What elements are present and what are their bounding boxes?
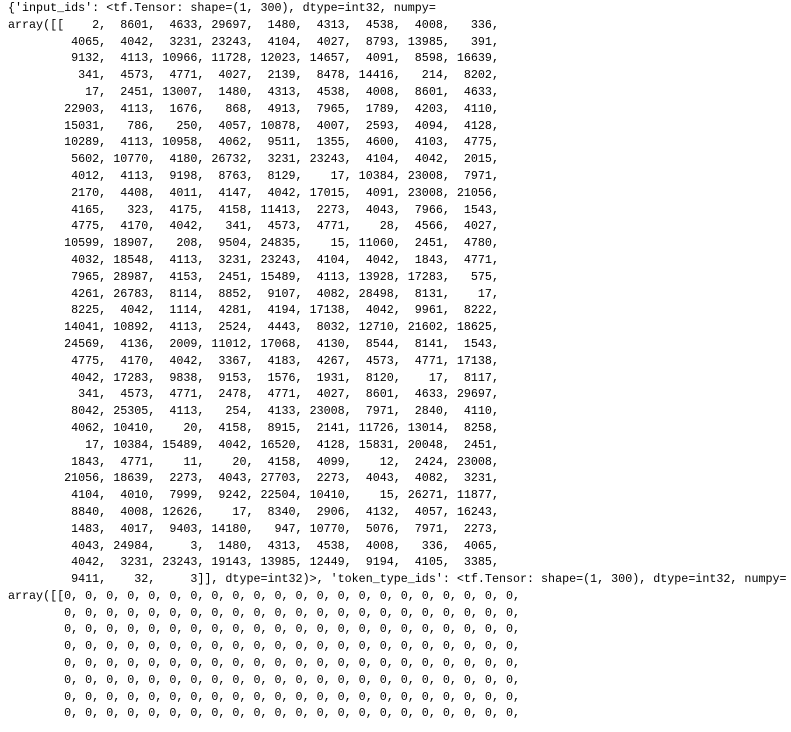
output-line: 1843, 4771, 11, 20, 4158, 4099, 12, 2424… (8, 454, 499, 469)
output-line: 341, 4573, 4771, 2478, 4771, 4027, 8601,… (8, 387, 499, 402)
output-line: 24569, 4136, 2009, 11012, 17068, 4130, 8… (8, 336, 499, 351)
output-line: 4042, 17283, 9838, 9153, 1576, 1931, 812… (8, 370, 499, 385)
output-line: 21056, 18639, 2273, 4043, 27703, 2273, 4… (8, 471, 499, 486)
output-line: 8840, 4008, 12626, 17, 8340, 2906, 4132,… (8, 504, 499, 519)
output-line: 7965, 28987, 4153, 2451, 15489, 4113, 13… (8, 269, 499, 284)
output-line: 0, 0, 0, 0, 0, 0, 0, 0, 0, 0, 0, 0, 0, 0… (8, 639, 520, 654)
output-line: array([[ 2, 8601, 4633, 29697, 1480, 431… (8, 17, 499, 32)
output-line: 4032, 18548, 4113, 3231, 23243, 4104, 40… (8, 252, 499, 267)
output-line: 1483, 4017, 9403, 14180, 947, 10770, 507… (8, 521, 499, 536)
output-line: 4104, 4010, 7999, 9242, 22504, 10410, 15… (8, 488, 499, 503)
output-line: 0, 0, 0, 0, 0, 0, 0, 0, 0, 0, 0, 0, 0, 0… (8, 622, 520, 637)
output-line: 17, 10384, 15489, 4042, 16520, 4128, 158… (8, 437, 499, 452)
output-line: {'input_ids': <tf.Tensor: shape=(1, 300)… (8, 1, 436, 15)
output-line: 4012, 4113, 9198, 8763, 8129, 17, 10384,… (8, 168, 499, 183)
output-line: 4065, 4042, 3231, 23243, 4104, 4027, 879… (8, 34, 499, 49)
output-line: 10289, 4113, 10958, 4062, 9511, 1355, 46… (8, 135, 499, 150)
output-line: 4775, 4170, 4042, 341, 4573, 4771, 28, 4… (8, 219, 499, 234)
output-line: 14041, 10892, 4113, 2524, 4443, 8032, 12… (8, 320, 499, 335)
output-line: 15031, 786, 250, 4057, 10878, 4007, 2593… (8, 118, 499, 133)
output-line: 341, 4573, 4771, 4027, 2139, 8478, 14416… (8, 68, 499, 83)
output-line: 4042, 3231, 23243, 19143, 13985, 12449, … (8, 555, 499, 570)
output-line: 17, 2451, 13007, 1480, 4313, 4538, 4008,… (8, 84, 499, 99)
output-line: 0, 0, 0, 0, 0, 0, 0, 0, 0, 0, 0, 0, 0, 0… (8, 656, 520, 671)
output-line: 4261, 26783, 8114, 8852, 9107, 4082, 284… (8, 286, 499, 301)
output-line: 9132, 4113, 10966, 11728, 12023, 14657, … (8, 51, 499, 66)
output-line: 8042, 25305, 4113, 254, 4133, 23008, 797… (8, 404, 499, 419)
output-line: 0, 0, 0, 0, 0, 0, 0, 0, 0, 0, 0, 0, 0, 0… (8, 689, 520, 704)
output-line: 0, 0, 0, 0, 0, 0, 0, 0, 0, 0, 0, 0, 0, 0… (8, 672, 520, 687)
output-line: 0, 0, 0, 0, 0, 0, 0, 0, 0, 0, 0, 0, 0, 0… (8, 706, 520, 721)
output-line: array([[0, 0, 0, 0, 0, 0, 0, 0, 0, 0, 0,… (8, 588, 520, 603)
output-line: 4062, 10410, 20, 4158, 8915, 2141, 11726… (8, 420, 499, 435)
output-line: 10599, 18907, 208, 9504, 24835, 15, 1106… (8, 236, 499, 251)
output-line: 4165, 323, 4175, 4158, 11413, 2273, 4043… (8, 202, 499, 217)
output-line: 4775, 4170, 4042, 3367, 4183, 4267, 4573… (8, 353, 499, 368)
output-line: 4043, 24984, 3, 1480, 4313, 4538, 4008, … (8, 538, 499, 553)
output-line: 8225, 4042, 1114, 4281, 4194, 17138, 404… (8, 303, 499, 318)
output-line: 9411, 32, 3]], dtype=int32)>, 'token_typ… (8, 572, 787, 587)
output-line: 0, 0, 0, 0, 0, 0, 0, 0, 0, 0, 0, 0, 0, 0… (8, 605, 520, 620)
output-line: 5602, 10770, 4180, 26732, 3231, 23243, 4… (8, 152, 499, 167)
output-line: 2170, 4408, 4011, 4147, 4042, 17015, 409… (8, 185, 499, 200)
output-line: 22903, 4113, 1676, 868, 4913, 7965, 1789… (8, 101, 499, 116)
